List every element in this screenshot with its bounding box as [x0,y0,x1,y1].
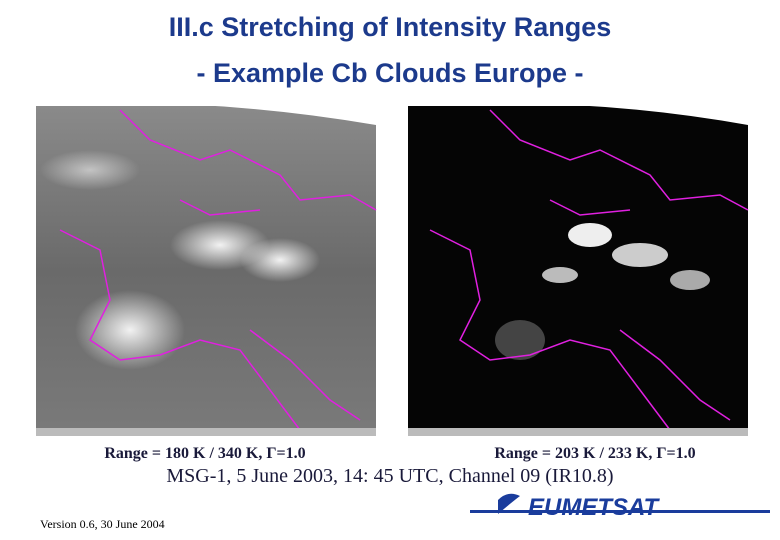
title: - Example Cb Clouds Europe - [196,58,583,88]
title: III.c Stretching of Intensity Ranges [169,12,612,42]
subtitle: MSG-1, 5 June 2003, 14: 45 UTC, Channel … [166,465,613,487]
image-caption: Range = 180 K / 340 K, Γ=1.0 [104,445,305,462]
version-note: Version 0.6, 30 June 2004 [40,517,165,531]
image-caption: Range = 203 K / 233 K, Γ=1.0 [494,445,695,462]
logo: EUMETSAT [470,493,770,521]
satellite-image [36,103,377,436]
satellite-image [408,103,749,436]
logo-text: EUMETSAT [528,494,661,521]
